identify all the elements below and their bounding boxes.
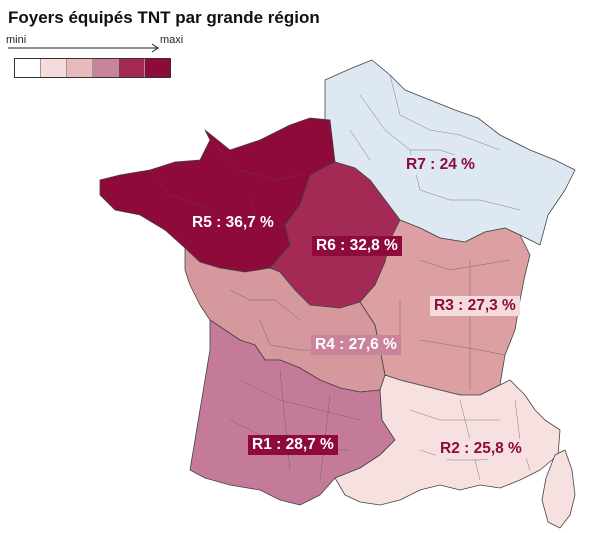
- map-title: Foyers équipés TNT par grande région: [8, 8, 320, 27]
- region-label-r2: R2 : 25,8 %: [436, 439, 526, 459]
- legend-swatch-4: [118, 59, 144, 77]
- legend-swatch-2: [66, 59, 92, 77]
- legend-color-ramp: [14, 58, 171, 78]
- legend-mini-label: mini: [6, 34, 27, 46]
- region-label-r5: R5 : 36,7 %: [188, 213, 278, 233]
- region-label-r6: R6 : 32,8 %: [312, 236, 402, 256]
- legend-arrow-icon: [8, 43, 159, 53]
- region-r2-corsica: [541, 449, 576, 529]
- legend-maxi-label: maxi: [160, 34, 184, 46]
- legend-swatch-5: [144, 59, 170, 77]
- region-label-r4: R4 : 27,6 %: [311, 335, 401, 355]
- legend-swatch-0: [15, 59, 40, 77]
- region-label-r7: R7 : 24 %: [402, 155, 479, 175]
- legend-swatch-1: [40, 59, 66, 77]
- region-label-r1: R1 : 28,7 %: [248, 435, 338, 455]
- legend-swatch-3: [92, 59, 118, 77]
- region-label-r3: R3 : 27,3 %: [430, 296, 520, 316]
